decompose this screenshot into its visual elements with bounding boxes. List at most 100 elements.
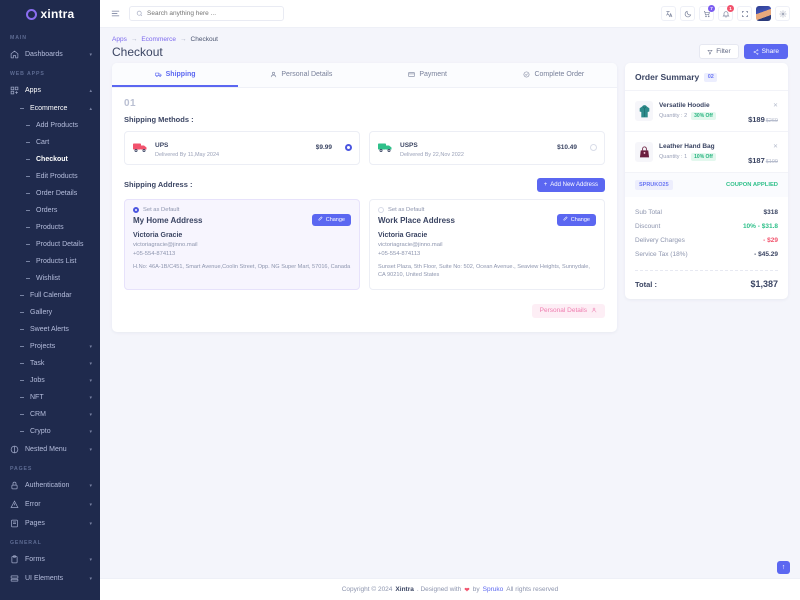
sidebar-item-ecommerce[interactable]: Ecommerce ▴	[0, 100, 100, 117]
tab-shipping[interactable]: Shipping	[112, 63, 239, 87]
remove-item-button[interactable]: ✕	[772, 144, 778, 150]
bullet-dash-icon	[26, 210, 30, 211]
order-item-price: $187$199	[748, 156, 778, 165]
total-line-label: Sub Total	[635, 208, 662, 216]
avatar[interactable]	[756, 6, 771, 21]
bullet-dash-icon	[20, 414, 24, 415]
order-summary-title: Order Summary	[635, 72, 700, 82]
footer-author-link[interactable]: Spruko	[482, 586, 504, 593]
shipping-method-radio[interactable]	[590, 144, 597, 152]
sidebar-item-crm[interactable]: CRM ▾	[0, 406, 100, 423]
sidebar-item-label: UI Elements	[25, 575, 64, 582]
tab-personal-details[interactable]: Personal Details	[238, 63, 364, 87]
sidebar-item-full-calendar[interactable]: Full Calendar	[0, 287, 100, 304]
sidebar-item-ui-elements[interactable]: UI Elements ▾	[0, 569, 100, 588]
set-default-work[interactable]: Set as Default	[378, 206, 596, 213]
sidebar-item-product-details[interactable]: Product Details	[0, 236, 100, 253]
sidebar-item-crypto[interactable]: Crypto ▾	[0, 423, 100, 440]
bullet-dash-icon	[20, 108, 24, 109]
sidebar-item-authentication[interactable]: Authentication ▾	[0, 476, 100, 495]
back-to-top-button[interactable]: ↑	[777, 561, 790, 574]
sidebar-item-edit-products[interactable]: Edit Products	[0, 168, 100, 185]
address-card-work[interactable]: Set as Default Work Place Address Change…	[369, 198, 605, 290]
tab-label: Payment	[419, 71, 447, 78]
sidebar-item-dashboards[interactable]: Dashboards ▾	[0, 45, 100, 64]
sidebar-item-pages[interactable]: Pages ▾	[0, 514, 100, 533]
breadcrumb-ecommerce[interactable]: Ecommerce	[141, 36, 177, 43]
gear-icon[interactable]	[775, 6, 790, 21]
sidebar-item-label: Authentication	[25, 482, 70, 489]
total-line-label: Delivery Charges	[635, 236, 685, 244]
sidebar-item-apps[interactable]: Apps ▴	[0, 81, 100, 100]
dark-mode-moon-icon[interactable]	[680, 6, 695, 21]
ups-truck-icon	[132, 141, 149, 154]
tab-label: Shipping	[165, 71, 196, 78]
tab-payment[interactable]: Payment	[365, 63, 491, 87]
sidebar-item-projects[interactable]: Projects ▾	[0, 338, 100, 355]
sidebar-scroll[interactable]: MAIN Dashboards ▾ WEB APPS Apps ▴ Ecomme…	[0, 28, 100, 600]
sidebar-item-jobs[interactable]: Jobs ▾	[0, 372, 100, 389]
order-totals: Sub Total $318 Discount 10% - $31.8 Deli…	[625, 197, 788, 265]
grand-total-row: Total : $1,387	[635, 270, 778, 299]
set-default-home[interactable]: Set as Default	[133, 206, 351, 213]
sidebar-item-forms[interactable]: Forms ▾	[0, 550, 100, 569]
brand-logo[interactable]: xintra	[0, 0, 100, 28]
breadcrumb-separator: →	[130, 36, 138, 43]
sidebar-item-add-products[interactable]: Add Products	[0, 117, 100, 134]
sidebar-item-gallery[interactable]: Gallery	[0, 304, 100, 321]
filter-icon	[707, 49, 713, 55]
total-line-value: - $29	[763, 236, 778, 244]
bullet-dash-icon	[20, 329, 24, 330]
bullet-dash-icon	[20, 363, 24, 364]
shipping-method-ups[interactable]: UPS Delivered By 11,May 2024 $9.99	[124, 131, 360, 165]
set-default-radio[interactable]	[378, 206, 384, 213]
next-step-button[interactable]: Personal Details	[531, 303, 605, 318]
next-step-label: Personal Details	[539, 307, 587, 315]
bullet-dash-icon	[20, 431, 24, 432]
change-address-button[interactable]: Change	[557, 213, 596, 226]
add-new-address-button[interactable]: + Add New Address	[536, 177, 605, 192]
chevron-down-icon: ▾	[89, 446, 92, 453]
page-title: Checkout	[112, 45, 163, 59]
chevron-down-icon: ▾	[89, 501, 92, 508]
remove-item-button[interactable]: ✕	[772, 103, 778, 109]
shipping-method-usps[interactable]: USPS Delivered By 22,Nov 2022 $10.49	[369, 131, 605, 165]
sidebar-item-label: Products List	[36, 258, 77, 265]
sidebar-item-products[interactable]: Products	[0, 219, 100, 236]
search-input[interactable]	[147, 10, 277, 17]
bullet-dash-icon	[26, 142, 30, 143]
hamburger-menu-icon[interactable]	[110, 8, 121, 19]
coupon-code[interactable]: SPRUKO25	[635, 180, 673, 190]
sidebar-item-products-list[interactable]: Products List	[0, 253, 100, 270]
sidebar-item-wishlist[interactable]: Wishlist	[0, 270, 100, 287]
sidebar-item-nested-menu[interactable]: Nested Menu ▾	[0, 440, 100, 459]
sidebar-item-nft[interactable]: NFT ▾	[0, 389, 100, 406]
brand-mark-icon	[25, 8, 37, 20]
share-button[interactable]: Share	[743, 44, 788, 59]
address-card-home[interactable]: Set as Default My Home Address Change Vi…	[124, 198, 360, 290]
sidebar-item-cart[interactable]: Cart	[0, 134, 100, 151]
shipping-method-name: UPS	[155, 142, 169, 149]
notifications-bell-icon[interactable]: 1	[718, 5, 734, 21]
change-label: Change	[325, 216, 345, 223]
sidebar-item-order-details[interactable]: Order Details	[0, 185, 100, 202]
sidebar-item-orders[interactable]: Orders	[0, 202, 100, 219]
language-icon[interactable]	[661, 6, 676, 21]
fullscreen-icon[interactable]	[737, 6, 752, 21]
set-default-radio[interactable]	[133, 206, 139, 213]
shipping-method-radio[interactable]	[345, 144, 352, 152]
filter-button[interactable]: Filter	[699, 44, 739, 59]
tab-complete-order[interactable]: Complete Order	[491, 63, 617, 87]
sidebar-item-task[interactable]: Task ▾	[0, 355, 100, 372]
change-address-button[interactable]: Change	[312, 213, 351, 226]
search-box[interactable]	[129, 6, 284, 21]
cart-icon[interactable]: 7	[699, 5, 715, 21]
brand-name: xintra	[40, 7, 75, 21]
sidebar-item-checkout[interactable]: Checkout	[0, 151, 100, 168]
set-default-label: Set as Default	[143, 206, 180, 213]
sidebar-item-sweet-alerts[interactable]: Sweet Alerts	[0, 321, 100, 338]
breadcrumb-apps[interactable]: Apps	[112, 36, 127, 43]
sidebar-item-error[interactable]: Error ▾	[0, 495, 100, 514]
sidebar-item-label: Checkout	[36, 156, 68, 163]
address-email: victoriagracie@jinno.mail	[378, 241, 443, 248]
